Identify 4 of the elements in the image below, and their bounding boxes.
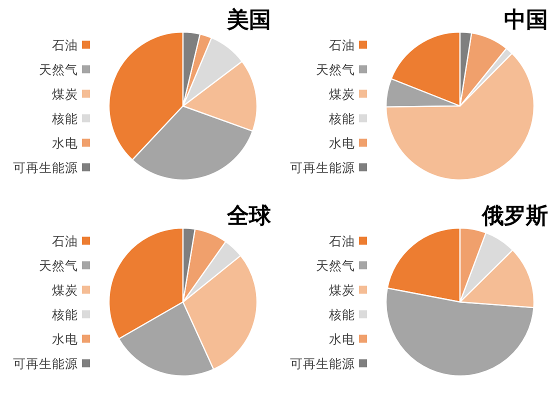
title: 俄罗斯 [482, 204, 548, 229]
title: 全球 [227, 204, 271, 229]
title: 美国 [227, 8, 271, 33]
title: 中国 [504, 8, 548, 33]
